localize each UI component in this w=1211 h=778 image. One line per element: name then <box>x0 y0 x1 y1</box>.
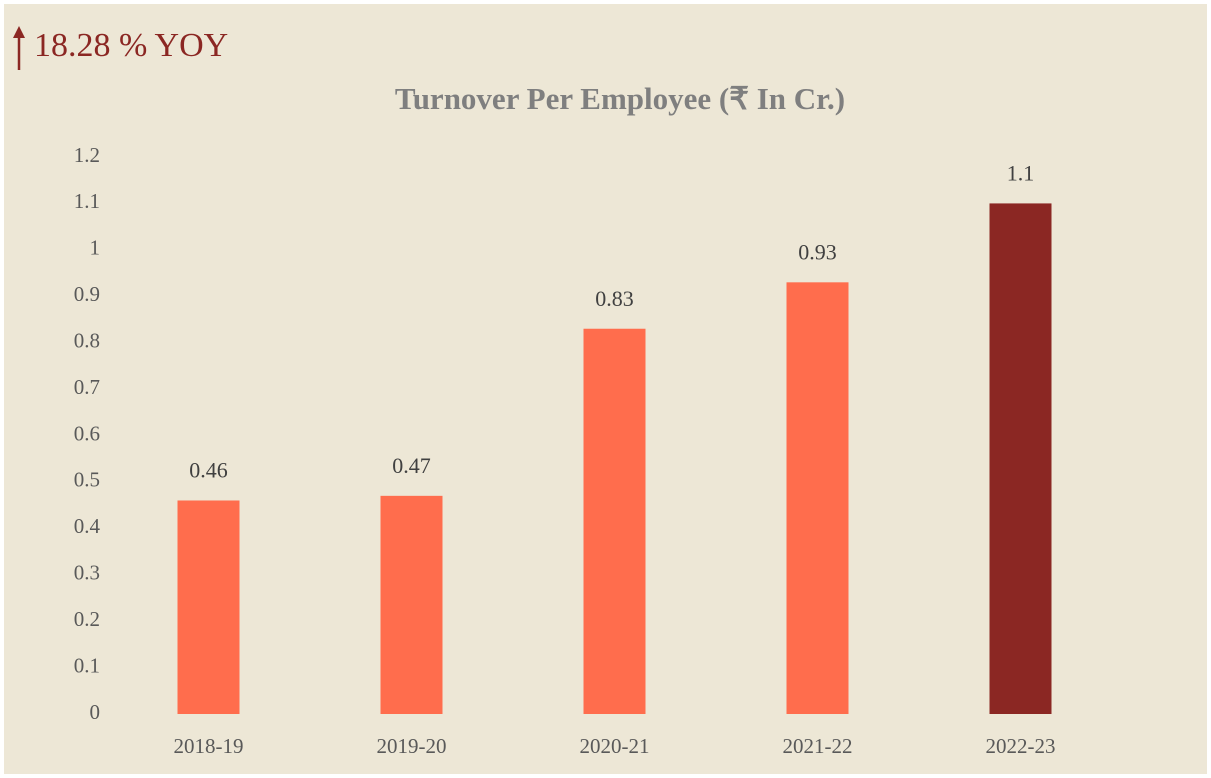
bar <box>989 203 1052 714</box>
value-label: 0.93 <box>798 239 837 264</box>
y-tick-label: 0.1 <box>74 653 100 677</box>
y-tick-label: 1.1 <box>74 189 100 213</box>
y-tick-label: 0.3 <box>74 561 100 585</box>
value-label: 1.1 <box>1007 160 1035 185</box>
y-tick-label: 0 <box>90 700 101 724</box>
y-tick-label: 0.2 <box>74 607 100 631</box>
y-tick-label: 0.4 <box>74 514 101 538</box>
y-tick-label: 0.8 <box>74 328 100 352</box>
y-tick-label: 0.5 <box>74 468 100 492</box>
y-tick-label: 0.9 <box>74 282 100 306</box>
annotation: 18.28 % YOY <box>34 27 228 64</box>
x-tick-label: 2022-23 <box>986 734 1056 758</box>
annotation-arrow <box>13 26 25 70</box>
x-tick-label: 2021-22 <box>783 734 853 758</box>
x-tick-label: 2020-21 <box>580 734 650 758</box>
y-tick-label: 1.2 <box>74 143 100 167</box>
y-tick-label: 0.6 <box>74 421 100 445</box>
value-label: 0.46 <box>189 458 228 483</box>
bar <box>380 495 443 714</box>
bar <box>583 328 646 714</box>
y-tick-label: 1 <box>90 236 101 260</box>
bar <box>177 500 240 714</box>
value-label: 0.83 <box>595 286 634 311</box>
chart-title: Turnover Per Employee (₹ In Cr.) <box>395 81 845 116</box>
bar <box>786 282 849 714</box>
x-tick-label: 2019-20 <box>377 734 447 758</box>
y-tick-label: 0.7 <box>74 375 100 399</box>
value-label: 0.47 <box>392 453 431 478</box>
x-tick-label: 2018-19 <box>174 734 244 758</box>
